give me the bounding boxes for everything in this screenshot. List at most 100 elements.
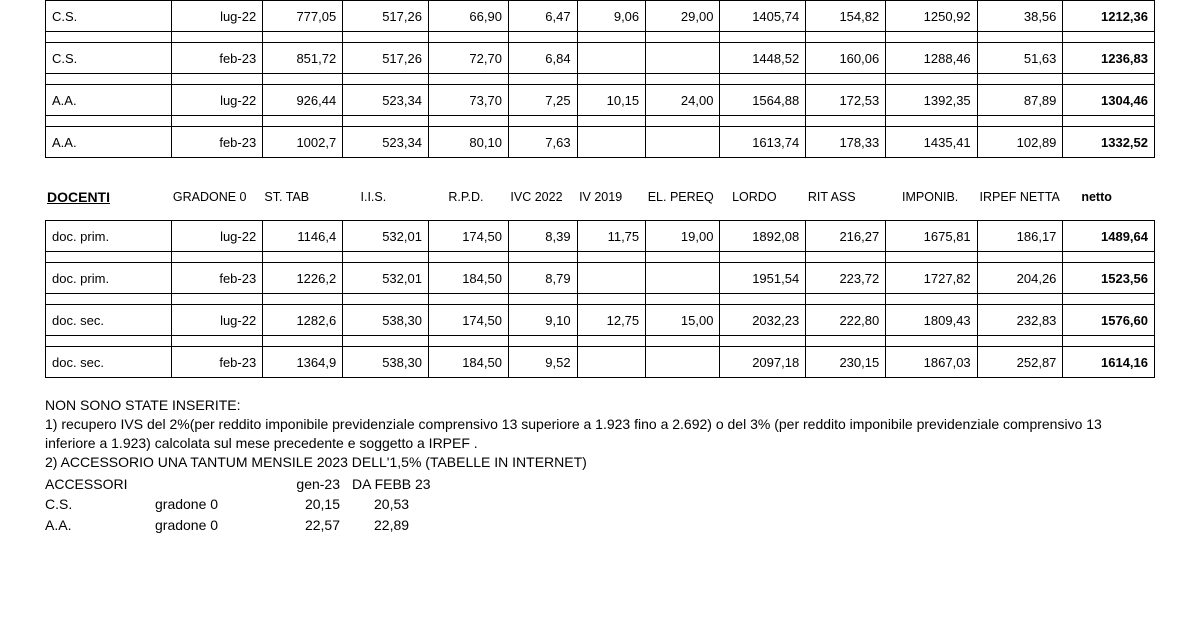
table-cell: lug-22 <box>171 221 262 252</box>
header-ritass: RIT ASS <box>806 186 886 208</box>
header-netto: netto <box>1063 186 1155 208</box>
table-cell: 29,00 <box>646 1 720 32</box>
table-cell: 1867,03 <box>886 347 977 378</box>
table-cell: 1564,88 <box>720 85 806 116</box>
table-cell: 1332,52 <box>1063 127 1155 158</box>
table-cell: doc. sec. <box>46 347 172 378</box>
table-cell: 184,50 <box>428 347 508 378</box>
table-cell: 9,52 <box>508 347 577 378</box>
table-cell: 204,26 <box>977 263 1063 294</box>
notes-line1: 1) recupero IVS del 2%(per reddito impon… <box>45 415 1155 453</box>
table-cell: 154,82 <box>806 1 886 32</box>
table-cell: 178,33 <box>806 127 886 158</box>
table-cell: 184,50 <box>428 263 508 294</box>
table-cell: 38,56 <box>977 1 1063 32</box>
table-cell: 10,15 <box>577 85 646 116</box>
table-cell <box>577 127 646 158</box>
spacer-row <box>46 116 1155 127</box>
table-cell: C.S. <box>46 1 172 32</box>
table-cell: feb-23 <box>171 347 262 378</box>
table-cell: lug-22 <box>171 1 262 32</box>
table-cell: 1212,36 <box>1063 1 1155 32</box>
table-cell: 1146,4 <box>263 221 343 252</box>
table-cell: 1613,74 <box>720 127 806 158</box>
table-cell: 1892,08 <box>720 221 806 252</box>
table-cell: 517,26 <box>343 43 429 74</box>
table-cell: 66,90 <box>428 1 508 32</box>
table-cell: 1364,9 <box>263 347 343 378</box>
table-cell: 9,10 <box>508 305 577 336</box>
table-cell: 1951,54 <box>720 263 806 294</box>
accessori-gradone: gradone 0 <box>155 515 270 536</box>
table-cell: 1226,2 <box>263 263 343 294</box>
table-cell: 1523,56 <box>1063 263 1155 294</box>
table-row: A.A.feb-231002,7523,3480,107,631613,7417… <box>46 127 1155 158</box>
table-cell: A.A. <box>46 85 172 116</box>
accessori-label: C.S. <box>45 494 155 515</box>
accessori-v1: 20,15 <box>270 494 352 515</box>
table-cell: 1435,41 <box>886 127 977 158</box>
table-cell: 222,80 <box>806 305 886 336</box>
header-elpereq: EL. PEREQ <box>646 186 720 208</box>
table-cell: 160,06 <box>806 43 886 74</box>
accessori-label: A.A. <box>45 515 155 536</box>
table-cell: 2032,23 <box>720 305 806 336</box>
table-cell: 73,70 <box>428 85 508 116</box>
table-cell: doc. prim. <box>46 221 172 252</box>
table-cell: 1614,16 <box>1063 347 1155 378</box>
accessori-row: A.A. gradone 0 22,57 22,89 <box>45 515 452 536</box>
table-cell: 1448,52 <box>720 43 806 74</box>
table-cell: 7,25 <box>508 85 577 116</box>
accessori-gradone: gradone 0 <box>155 494 270 515</box>
table-row: doc. sec.lug-221282,6538,30174,509,1012,… <box>46 305 1155 336</box>
header-sttab: ST. TAB <box>262 186 342 208</box>
table-cell <box>646 43 720 74</box>
table-cell: doc. prim. <box>46 263 172 294</box>
header-iis: I.I.S. <box>343 186 429 208</box>
table-cell: 15,00 <box>646 305 720 336</box>
table-cell: 51,63 <box>977 43 1063 74</box>
table-cell: 926,44 <box>263 85 343 116</box>
table-cell <box>646 347 720 378</box>
table-cell: 186,17 <box>977 221 1063 252</box>
salary-table-1: C.S.lug-22777,05517,2666,906,479,0629,00… <box>45 0 1155 158</box>
table-cell: 1288,46 <box>886 43 977 74</box>
accessori-row: C.S. gradone 0 20,15 20,53 <box>45 494 452 515</box>
table-cell: 538,30 <box>343 305 429 336</box>
accessori-title: ACCESSORI <box>45 474 155 495</box>
docenti-title: DOCENTI <box>45 186 171 208</box>
table-cell: 1727,82 <box>886 263 977 294</box>
table-cell: C.S. <box>46 43 172 74</box>
table-cell: doc. sec. <box>46 305 172 336</box>
salary-table-2-header: DOCENTI GRADONE 0 ST. TAB I.I.S. R.P.D. … <box>45 186 1155 208</box>
table-row: doc. prim.feb-231226,2532,01184,508,7919… <box>46 263 1155 294</box>
table-cell: lug-22 <box>171 85 262 116</box>
accessori-v2: 22,89 <box>352 515 452 536</box>
header-iv2019: IV 2019 <box>577 186 646 208</box>
table-cell <box>577 347 646 378</box>
table-cell: 80,10 <box>428 127 508 158</box>
accessori-h2: DA FEBB 23 <box>352 474 452 495</box>
header-imponib: IMPONIB. <box>886 186 978 208</box>
table-cell: A.A. <box>46 127 172 158</box>
table-cell: 8,39 <box>508 221 577 252</box>
table-cell: 9,06 <box>577 1 646 32</box>
table-cell: 1675,81 <box>886 221 977 252</box>
table-cell: 1282,6 <box>263 305 343 336</box>
table-cell <box>577 263 646 294</box>
table-cell: 19,00 <box>646 221 720 252</box>
table-cell: 72,70 <box>428 43 508 74</box>
table-cell: 174,50 <box>428 221 508 252</box>
table-row: C.S.feb-23851,72517,2672,706,841448,5216… <box>46 43 1155 74</box>
table-cell <box>646 263 720 294</box>
table-cell: 1236,83 <box>1063 43 1155 74</box>
table-cell: 851,72 <box>263 43 343 74</box>
spacer-row <box>46 294 1155 305</box>
table-cell: 6,47 <box>508 1 577 32</box>
table-cell: 87,89 <box>977 85 1063 116</box>
table-cell: 777,05 <box>263 1 343 32</box>
accessori-h1: gen-23 <box>270 474 352 495</box>
notes-title: NON SONO STATE INSERITE: <box>45 396 1155 415</box>
table-cell: 1250,92 <box>886 1 977 32</box>
table-cell: 223,72 <box>806 263 886 294</box>
